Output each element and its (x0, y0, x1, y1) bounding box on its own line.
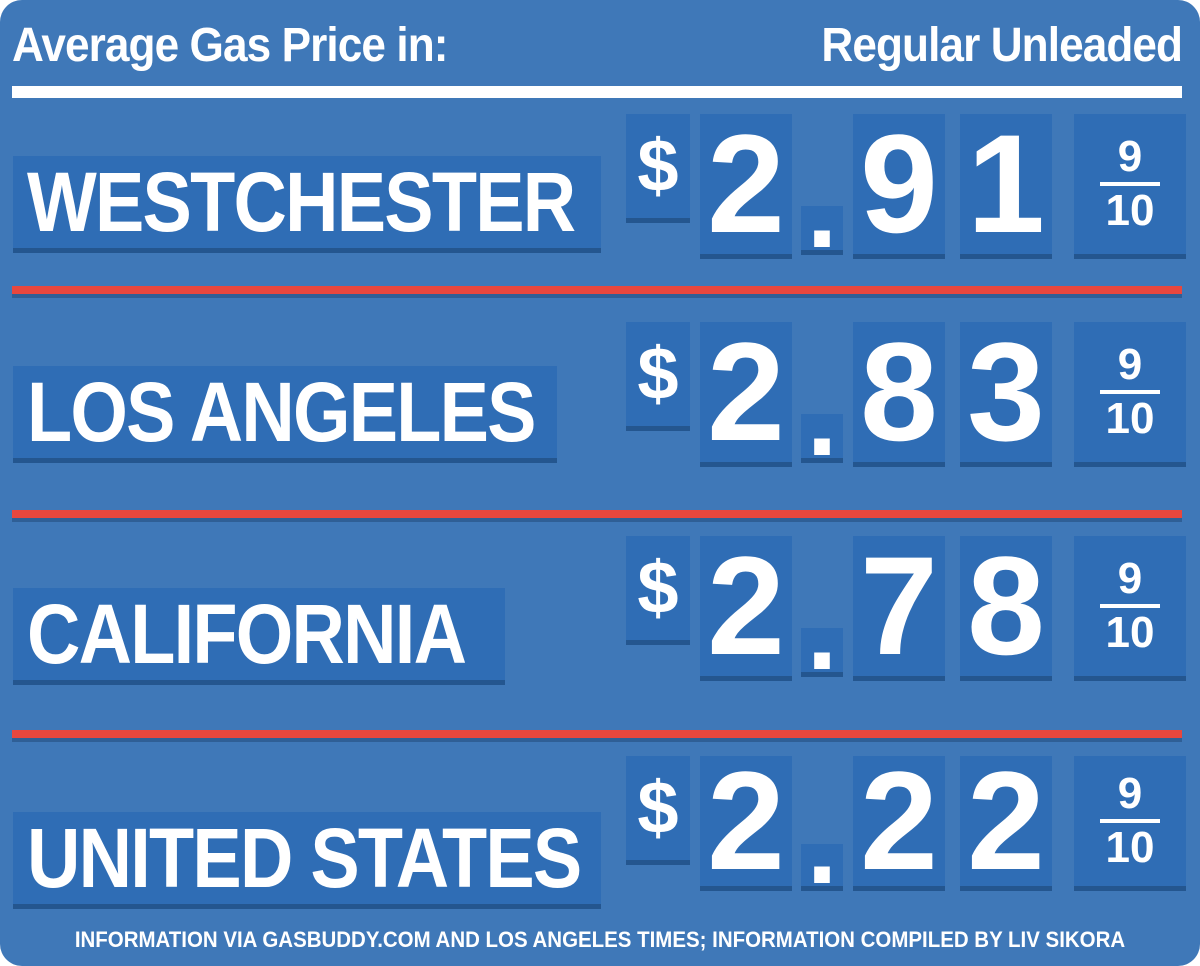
dollar-sign-tile: $ (626, 322, 690, 426)
dollar-sign-tile: $ (626, 756, 690, 860)
price-digit-1: 2 (700, 114, 792, 254)
fraction-bar (1100, 182, 1160, 186)
location-plate: LOS ANGELES (13, 366, 557, 458)
tenth-fraction-tile: 9 10 (1074, 322, 1186, 462)
location-name: LOS ANGELES (27, 365, 536, 459)
location-plate: WESTCHESTER (13, 156, 601, 248)
dollar-sign-tile: $ (626, 114, 690, 218)
fraction-bar (1100, 819, 1160, 823)
location-name: WESTCHESTER (27, 155, 576, 249)
fraction-numerator: 9 (1117, 340, 1143, 389)
board-title: Average Gas Price in: (12, 19, 449, 72)
row-divider (12, 286, 1182, 294)
fraction-numerator: 9 (1117, 132, 1143, 181)
price-digit-2: 2 (853, 751, 945, 891)
decimal-point-tile: . (801, 577, 843, 687)
price-digit-3: 2 (960, 751, 1052, 891)
row-divider (12, 730, 1182, 738)
decimal-point-tile: . (801, 363, 843, 473)
price-digit-3: 8 (960, 536, 1052, 676)
row-divider (12, 510, 1182, 518)
price-digit-2: 8 (853, 322, 945, 462)
price-digit-2: 9 (853, 114, 945, 254)
fraction-denominator: 10 (1105, 186, 1155, 235)
price-digit-3: 1 (960, 114, 1052, 254)
dollar-sign-tile: $ (626, 536, 690, 640)
location-name: CALIFORNIA (27, 587, 467, 681)
price-row-westchester: WESTCHESTER $ 2 . 9 1 9 10 (0, 108, 1200, 268)
price-digit-1: 2 (700, 322, 792, 462)
price-digit-3: 3 (960, 322, 1052, 462)
price-digit-2: 7 (853, 536, 945, 676)
fraction-bar (1100, 604, 1160, 608)
price-row-california: CALIFORNIA $ 2 . 7 8 9 10 (0, 530, 1200, 690)
price-digit-1: 2 (700, 751, 792, 891)
fraction-denominator: 10 (1105, 394, 1155, 443)
price-row-los-angeles: LOS ANGELES $ 2 . 8 3 9 10 (0, 316, 1200, 476)
location-name: UNITED STATES (27, 811, 582, 905)
tenth-fraction-tile: 9 10 (1074, 756, 1186, 886)
fraction-numerator: 9 (1117, 554, 1143, 603)
price-digit-1: 2 (700, 536, 792, 676)
tenth-fraction-tile: 9 10 (1074, 114, 1186, 254)
source-credit: INFORMATION VIA GASBUDDY.COM AND LOS ANG… (74, 927, 1126, 952)
fraction-denominator: 10 (1105, 608, 1155, 657)
fuel-type-label: Regular Unleaded (821, 19, 1183, 72)
fraction-numerator: 9 (1117, 769, 1143, 818)
decimal-point-tile: . (801, 791, 843, 901)
price-row-united-states: UNITED STATES $ 2 . 2 2 9 10 (0, 751, 1200, 912)
tenth-fraction-tile: 9 10 (1074, 536, 1186, 676)
location-plate: UNITED STATES (13, 812, 601, 904)
fraction-bar (1100, 390, 1160, 394)
location-plate: CALIFORNIA (13, 588, 505, 680)
decimal-point-tile: . (801, 155, 843, 265)
header-divider (12, 86, 1182, 98)
fraction-denominator: 10 (1105, 823, 1155, 872)
